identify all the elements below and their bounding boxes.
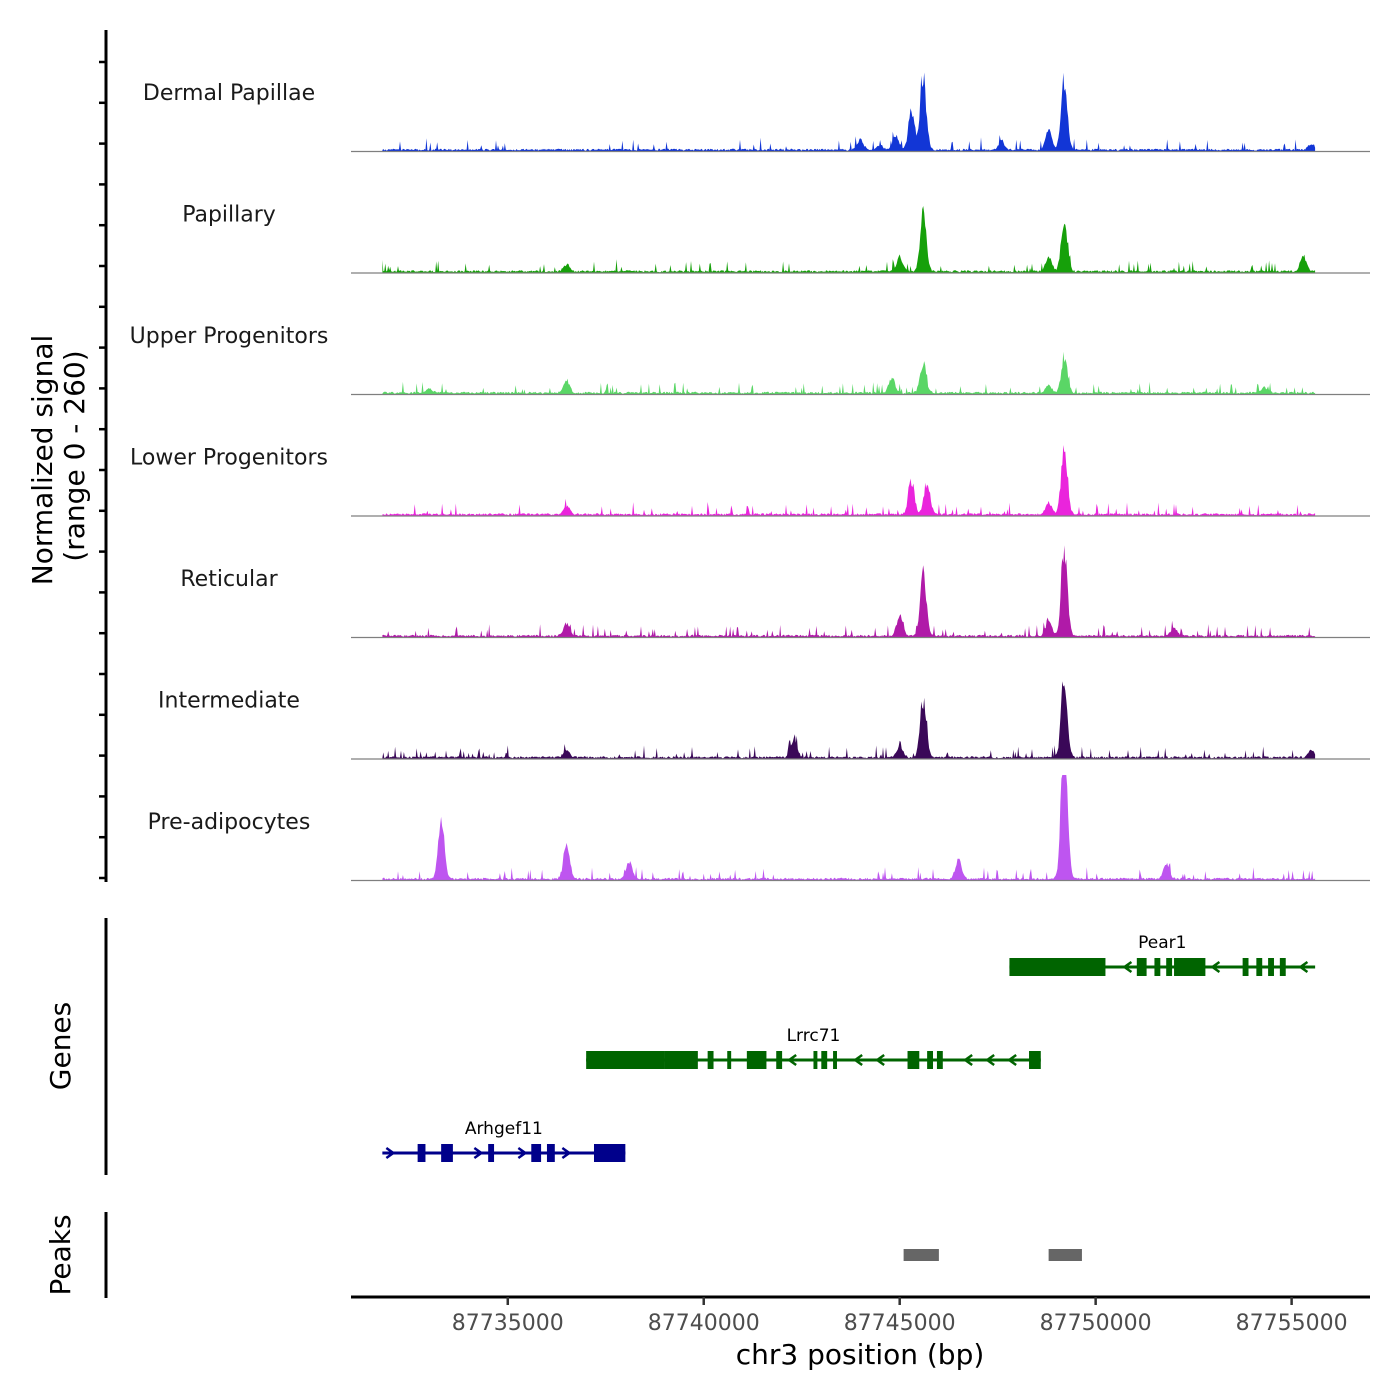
x-axis-ticks: 87735000 87740000 87745000 87750000 87755000	[452, 1297, 1348, 1336]
peaks-panel	[903, 1249, 1082, 1261]
gene-exon	[1154, 958, 1161, 976]
gene-exon	[821, 1051, 828, 1069]
gene-exon	[531, 1144, 542, 1162]
strand-arrow	[1298, 960, 1309, 974]
track-label-7: Pre-adipocytes	[148, 810, 311, 835]
strand-arrow	[853, 1053, 863, 1067]
strand-arrow	[1122, 960, 1133, 974]
strand-arrow	[517, 1146, 528, 1160]
coverage-panel: Dermal Papillae Papillary Upper Progenitor…	[130, 72, 1370, 882]
strand-arrow	[561, 1146, 572, 1160]
coverage-area-1	[382, 72, 1316, 152]
coverage-y-title: Normalized signal	[26, 335, 59, 586]
track-label-6: Intermediate	[158, 689, 300, 714]
gene-exon	[1174, 958, 1206, 976]
coverage-area-3	[382, 351, 1316, 395]
track-label-1: Dermal Papillae	[143, 81, 315, 106]
track-label-4: Lower Progenitors	[130, 446, 328, 471]
gene-exon	[1136, 958, 1147, 976]
gene-exon	[927, 1051, 934, 1069]
x-tick-label: 87745000	[844, 1311, 956, 1336]
x-axis-title: chr3 position (bp)	[736, 1338, 985, 1371]
gene-exon	[586, 1051, 665, 1069]
track-label-2: Papillary	[182, 203, 276, 228]
peak-region	[903, 1249, 939, 1261]
gene-label-pear1: Pear1	[1138, 933, 1186, 953]
gene-exon	[746, 1051, 767, 1069]
gene-exon	[936, 1051, 943, 1069]
gene-exon	[707, 1051, 714, 1069]
gene-exon	[593, 1144, 626, 1162]
gene-exon	[776, 1051, 783, 1069]
gene-label-lrrc71: Lrrc71	[787, 1026, 841, 1046]
gene-exon	[441, 1144, 453, 1162]
strand-arrow	[787, 1053, 797, 1067]
peak-region	[1048, 1249, 1082, 1261]
peaks-panel-title: Peaks	[44, 1214, 77, 1295]
gene-exon	[833, 1051, 837, 1069]
gene-exon	[1268, 958, 1274, 976]
coverage-area-4	[382, 445, 1316, 516]
gene-exon	[907, 1051, 920, 1069]
x-tick-label: 87740000	[648, 1311, 760, 1336]
gene-exon	[1166, 958, 1173, 976]
coverage-area-7	[382, 775, 1316, 881]
coverage-area-2	[382, 206, 1316, 273]
x-tick-label: 87735000	[452, 1311, 564, 1336]
coverage-y-subtitle: (range 0 - 260)	[58, 350, 91, 561]
track-label-3: Upper Progenitors	[130, 324, 329, 349]
coverage-area-6	[382, 681, 1316, 759]
gene-exon	[488, 1144, 495, 1162]
gene-exon	[546, 1144, 555, 1162]
strand-arrow	[963, 1053, 973, 1067]
track-label-5: Reticular	[180, 567, 278, 592]
strand-arrow	[1007, 1053, 1017, 1067]
strand-arrow	[473, 1146, 484, 1160]
gene-exon	[1029, 1051, 1041, 1069]
strand-arrow	[875, 1053, 885, 1067]
coverage-area-5	[382, 545, 1316, 638]
genes-panel-title: Genes	[44, 1002, 77, 1090]
gene-exon	[1256, 958, 1263, 976]
x-tick-label: 87750000	[1040, 1311, 1152, 1336]
gene-label-arhgef11: Arhgef11	[465, 1119, 543, 1139]
strand-arrow	[985, 1053, 995, 1067]
gene-exon	[1009, 958, 1106, 976]
genes-panel: Pear1 Lrrc71 Arhgef11	[382, 933, 1316, 1162]
gene-exon	[1279, 958, 1286, 976]
coverage-y-ticks	[99, 60, 106, 880]
gene-exon	[417, 1144, 426, 1162]
strand-arrow	[385, 1146, 396, 1160]
gene-exon	[813, 1051, 818, 1069]
gene-exon	[727, 1051, 732, 1069]
gene-exon	[1242, 958, 1249, 976]
strand-arrow	[1210, 960, 1221, 974]
gene-exon	[664, 1051, 698, 1069]
x-tick-label: 87755000	[1236, 1311, 1348, 1336]
